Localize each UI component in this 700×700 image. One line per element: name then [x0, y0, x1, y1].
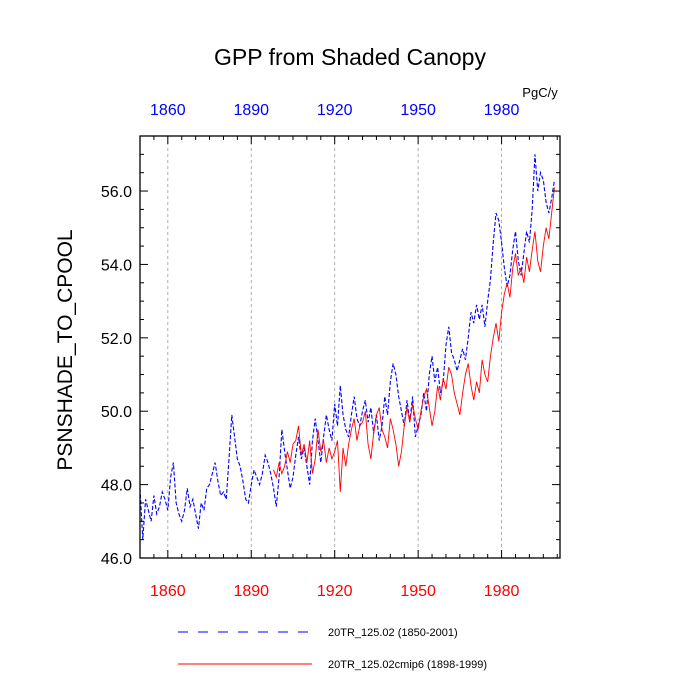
- x-tick-label-top: 1950: [400, 102, 436, 119]
- y-tick-label: 48.0: [101, 478, 132, 495]
- series-line-2: [273, 187, 555, 492]
- x-tick-label-bottom: 1860: [150, 583, 186, 600]
- legend-label-2: 20TR_125.02cmip6 (1898-1999): [328, 659, 487, 671]
- legend-label-1: 20TR_125.02 (1850-2001): [328, 627, 458, 639]
- axis-ticks: 1860 1860 1890 1890 1920 1920 1950 1950 1980 1980…: [101, 102, 560, 600]
- y-tick-label: 52.0: [101, 331, 132, 348]
- series-line-1: [139, 154, 555, 540]
- y-axis-label: PSNSHADE_TO_CPOOL: [54, 229, 77, 470]
- chart-title: GPP from Shaded Canopy: [214, 44, 486, 70]
- legend: 20TR_125.02 (1850-2001) 20TR_125.02cmip6 …: [178, 627, 487, 671]
- x-tick-label-top: 1920: [317, 102, 353, 119]
- x-tick-label-bottom: 1980: [484, 583, 520, 600]
- x-tick-label-top: 1860: [150, 102, 186, 119]
- grid-lines: [167, 136, 502, 558]
- x-tick-label-bottom: 1920: [317, 583, 353, 600]
- y-tick-label: 54.0: [101, 257, 132, 274]
- y-tick-label: 56.0: [101, 184, 132, 201]
- x-tick-label-bottom: 1890: [233, 583, 269, 600]
- x-tick-label-top: 1890: [233, 102, 269, 119]
- series-layer: [139, 154, 555, 540]
- x-tick-label-top: 1980: [484, 102, 520, 119]
- x-tick-label-bottom: 1950: [400, 583, 436, 600]
- y-tick-label: 50.0: [101, 404, 132, 421]
- y-tick-label: 46.0: [101, 551, 132, 568]
- plot-frame: [139, 135, 561, 559]
- chart-units: PgC/y: [522, 85, 558, 100]
